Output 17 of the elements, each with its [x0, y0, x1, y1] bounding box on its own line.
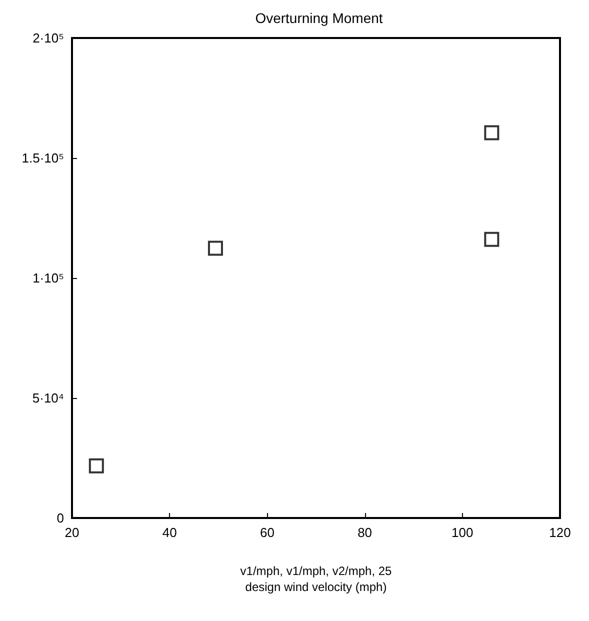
y-tick-label: 5·10⁴ [32, 390, 64, 406]
point [208, 240, 223, 256]
point [484, 232, 500, 247]
x-axis-title: v1/mph, v1/mph, v2/mph, 25 design wind velocity (mph) [240, 564, 392, 594]
y-tick-label: 1.5·10⁵ [22, 150, 64, 166]
y-tick-label: 0 [56, 510, 64, 526]
point [484, 125, 500, 140]
x-tick-label: 20 [64, 525, 80, 540]
point [88, 458, 104, 474]
x-tick-label: 60 [260, 525, 274, 540]
x-tick-label: 40 [162, 525, 177, 540]
chart-title: Overturning Moment [255, 10, 383, 26]
y-tick-label: 2·10⁵ [32, 30, 64, 46]
x-tick-label: 120 [549, 525, 571, 540]
x-tick-label: 100 [452, 525, 474, 540]
y-tick-label: 1·10⁵ [32, 270, 64, 286]
x-tick-label: 80 [358, 525, 372, 540]
